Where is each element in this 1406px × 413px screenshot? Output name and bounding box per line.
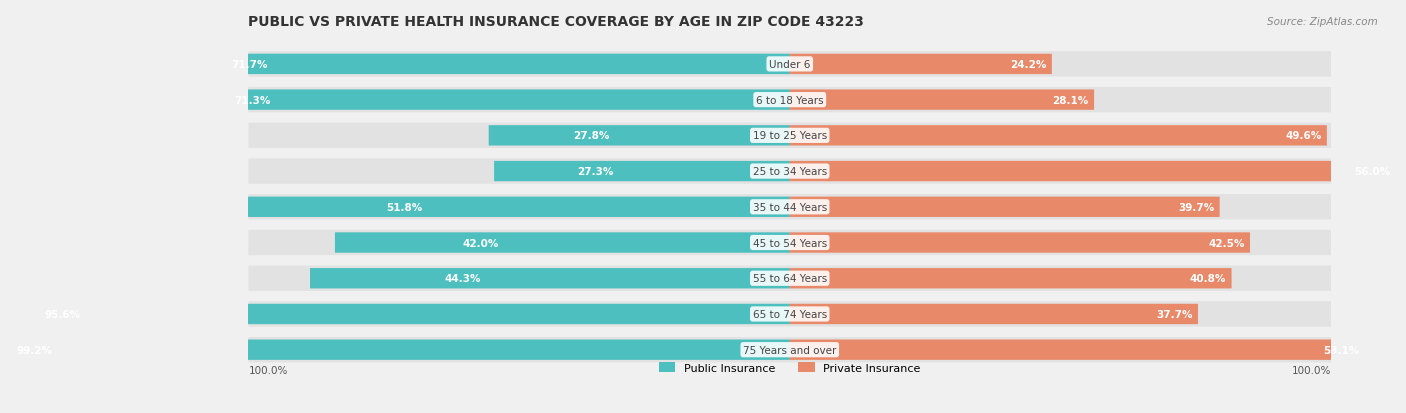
Text: 65 to 74 Years: 65 to 74 Years <box>752 309 827 319</box>
Legend: Public Insurance, Private Insurance: Public Insurance, Private Insurance <box>654 358 925 378</box>
Text: 24.2%: 24.2% <box>1010 60 1046 70</box>
FancyBboxPatch shape <box>249 123 1331 149</box>
Text: 28.1%: 28.1% <box>1052 95 1088 105</box>
Text: PUBLIC VS PRIVATE HEALTH INSURANCE COVERAGE BY AGE IN ZIP CODE 43223: PUBLIC VS PRIVATE HEALTH INSURANCE COVER… <box>249 15 865 29</box>
FancyBboxPatch shape <box>790 90 1094 111</box>
Text: 71.7%: 71.7% <box>231 60 267 70</box>
Text: 71.3%: 71.3% <box>233 95 270 105</box>
Text: 40.8%: 40.8% <box>1189 273 1226 284</box>
Text: 42.5%: 42.5% <box>1208 238 1244 248</box>
Text: 100.0%: 100.0% <box>1292 366 1331 375</box>
FancyBboxPatch shape <box>790 161 1396 182</box>
Text: 45 to 54 Years: 45 to 54 Years <box>752 238 827 248</box>
Text: 27.3%: 27.3% <box>576 167 613 177</box>
FancyBboxPatch shape <box>229 197 790 218</box>
FancyBboxPatch shape <box>249 230 1331 256</box>
FancyBboxPatch shape <box>0 339 790 360</box>
FancyBboxPatch shape <box>790 126 1327 146</box>
FancyBboxPatch shape <box>790 304 1198 324</box>
Text: Source: ZipAtlas.com: Source: ZipAtlas.com <box>1267 17 1378 26</box>
Text: 25 to 34 Years: 25 to 34 Years <box>752 167 827 177</box>
Text: 42.0%: 42.0% <box>463 238 499 248</box>
Text: 19 to 25 Years: 19 to 25 Years <box>752 131 827 141</box>
Text: 75 Years and over: 75 Years and over <box>742 345 837 355</box>
Text: 6 to 18 Years: 6 to 18 Years <box>756 95 824 105</box>
FancyBboxPatch shape <box>249 195 1331 220</box>
FancyBboxPatch shape <box>335 233 790 253</box>
Text: 39.7%: 39.7% <box>1178 202 1215 212</box>
FancyBboxPatch shape <box>790 233 1250 253</box>
Text: 44.3%: 44.3% <box>444 273 481 284</box>
Text: 49.6%: 49.6% <box>1285 131 1322 141</box>
FancyBboxPatch shape <box>249 337 1331 363</box>
FancyBboxPatch shape <box>249 88 1331 113</box>
Text: 27.8%: 27.8% <box>574 131 609 141</box>
FancyBboxPatch shape <box>311 268 790 289</box>
Text: 37.7%: 37.7% <box>1156 309 1192 319</box>
FancyBboxPatch shape <box>249 52 1331 77</box>
Text: 95.6%: 95.6% <box>45 309 80 319</box>
FancyBboxPatch shape <box>0 304 790 324</box>
Text: 53.1%: 53.1% <box>1323 345 1360 355</box>
FancyBboxPatch shape <box>14 55 790 75</box>
FancyBboxPatch shape <box>494 161 790 182</box>
Text: 99.2%: 99.2% <box>17 345 52 355</box>
Text: 56.0%: 56.0% <box>1354 167 1391 177</box>
Text: 51.8%: 51.8% <box>387 202 422 212</box>
FancyBboxPatch shape <box>249 266 1331 291</box>
FancyBboxPatch shape <box>489 126 790 146</box>
FancyBboxPatch shape <box>249 301 1331 327</box>
FancyBboxPatch shape <box>790 339 1365 360</box>
Text: 100.0%: 100.0% <box>249 366 288 375</box>
FancyBboxPatch shape <box>790 55 1052 75</box>
Text: Under 6: Under 6 <box>769 60 810 70</box>
Text: 55 to 64 Years: 55 to 64 Years <box>752 273 827 284</box>
FancyBboxPatch shape <box>790 268 1232 289</box>
FancyBboxPatch shape <box>18 90 790 111</box>
FancyBboxPatch shape <box>249 159 1331 184</box>
Text: 35 to 44 Years: 35 to 44 Years <box>752 202 827 212</box>
FancyBboxPatch shape <box>790 197 1219 218</box>
